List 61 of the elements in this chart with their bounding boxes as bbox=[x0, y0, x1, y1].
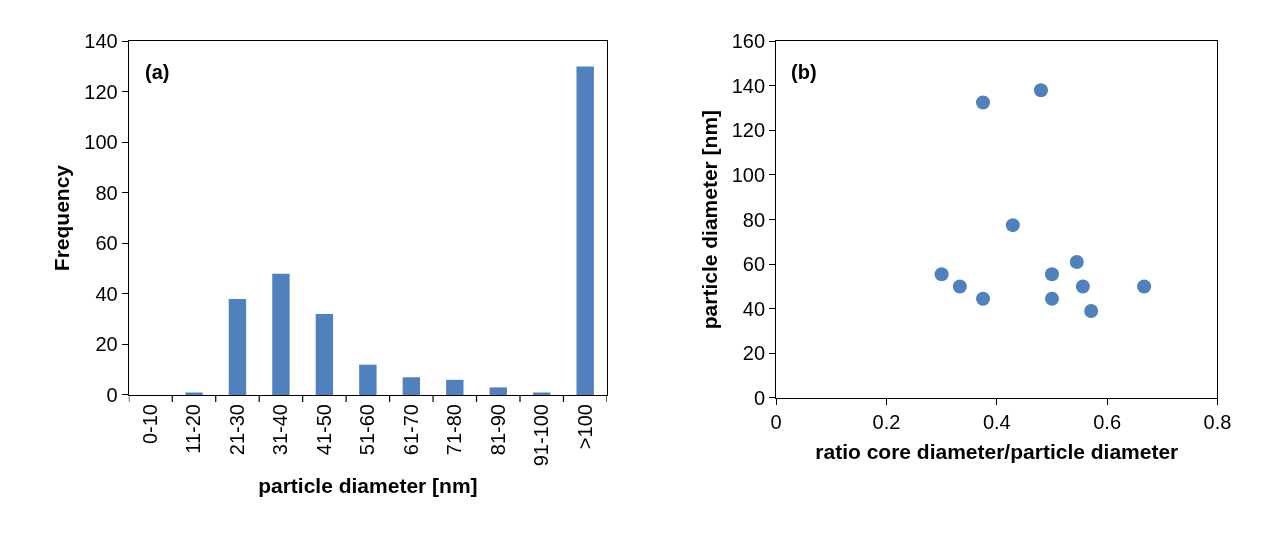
point bbox=[1044, 291, 1059, 306]
point bbox=[1005, 218, 1020, 233]
bar bbox=[359, 364, 377, 395]
point bbox=[1069, 254, 1084, 269]
y-axis-title: Frequency bbox=[50, 164, 74, 272]
point bbox=[1033, 83, 1048, 98]
x-tick-label: 0-10 bbox=[139, 404, 162, 445]
annotation: (b) bbox=[791, 61, 817, 83]
x-tick-label: 81-90 bbox=[486, 404, 509, 456]
bar bbox=[315, 314, 334, 395]
x-tick-label: 51-60 bbox=[356, 404, 379, 456]
x-tick-label: 91-100 bbox=[530, 404, 553, 467]
x-tick-label: 11-20 bbox=[182, 404, 205, 454]
y-axis-title: particle diameter [nm] bbox=[697, 109, 721, 330]
y-tick-label: 40 bbox=[742, 297, 766, 320]
y-tick-label: 140 bbox=[84, 30, 118, 53]
bar bbox=[402, 377, 421, 395]
x-tick-label: >100 bbox=[573, 404, 596, 450]
x-tick-label: 0.6 bbox=[1093, 411, 1122, 434]
y-tick-label: 120 bbox=[84, 80, 118, 103]
x-tick-label: 61-70 bbox=[399, 404, 422, 456]
y-tick-label: 80 bbox=[742, 208, 766, 231]
point bbox=[1075, 279, 1090, 294]
point bbox=[1137, 279, 1152, 294]
y-tick-label: 100 bbox=[84, 131, 118, 154]
point bbox=[1044, 267, 1059, 282]
y-tick-label: 120 bbox=[731, 119, 766, 142]
y-tick-label: 80 bbox=[95, 181, 118, 204]
y-tick-label: 60 bbox=[742, 253, 766, 276]
x-tick-label: 41-50 bbox=[312, 404, 335, 456]
x-tick-label: 0.2 bbox=[872, 411, 901, 434]
x-tick-label: 0 bbox=[770, 411, 782, 434]
y-tick-label: 140 bbox=[731, 74, 766, 97]
x-tick-label: 71-80 bbox=[443, 404, 466, 456]
bar bbox=[446, 379, 464, 395]
y-tick-label: 60 bbox=[95, 232, 118, 255]
y-tick-label: 20 bbox=[742, 342, 766, 365]
point bbox=[976, 291, 991, 306]
bar bbox=[489, 387, 507, 395]
y-tick-label: 40 bbox=[95, 282, 118, 305]
y-tick-label: 0 bbox=[753, 386, 766, 409]
bar bbox=[576, 66, 594, 395]
annotation: (a) bbox=[145, 61, 170, 83]
y-tick-label: 160 bbox=[731, 30, 766, 53]
y-tick-label: 100 bbox=[731, 163, 766, 186]
point bbox=[976, 95, 991, 110]
bar bbox=[533, 392, 551, 395]
x-tick-label: 0.4 bbox=[982, 411, 1011, 434]
y-tick-label: 20 bbox=[95, 333, 118, 356]
y-tick-label: 0 bbox=[106, 383, 118, 406]
x-axis-title: particle diameter [nm] bbox=[258, 473, 478, 497]
point bbox=[934, 267, 949, 282]
x-tick-label: 0.8 bbox=[1203, 411, 1232, 434]
x-axis-title: ratio core diameter/particle diameter bbox=[815, 440, 1179, 464]
x-tick-label: 31-40 bbox=[269, 404, 292, 456]
bar bbox=[228, 298, 247, 395]
bar bbox=[272, 273, 290, 395]
point bbox=[1084, 304, 1099, 318]
x-tick-label: 21-30 bbox=[225, 404, 248, 456]
bar bbox=[185, 392, 203, 395]
point bbox=[952, 279, 967, 294]
